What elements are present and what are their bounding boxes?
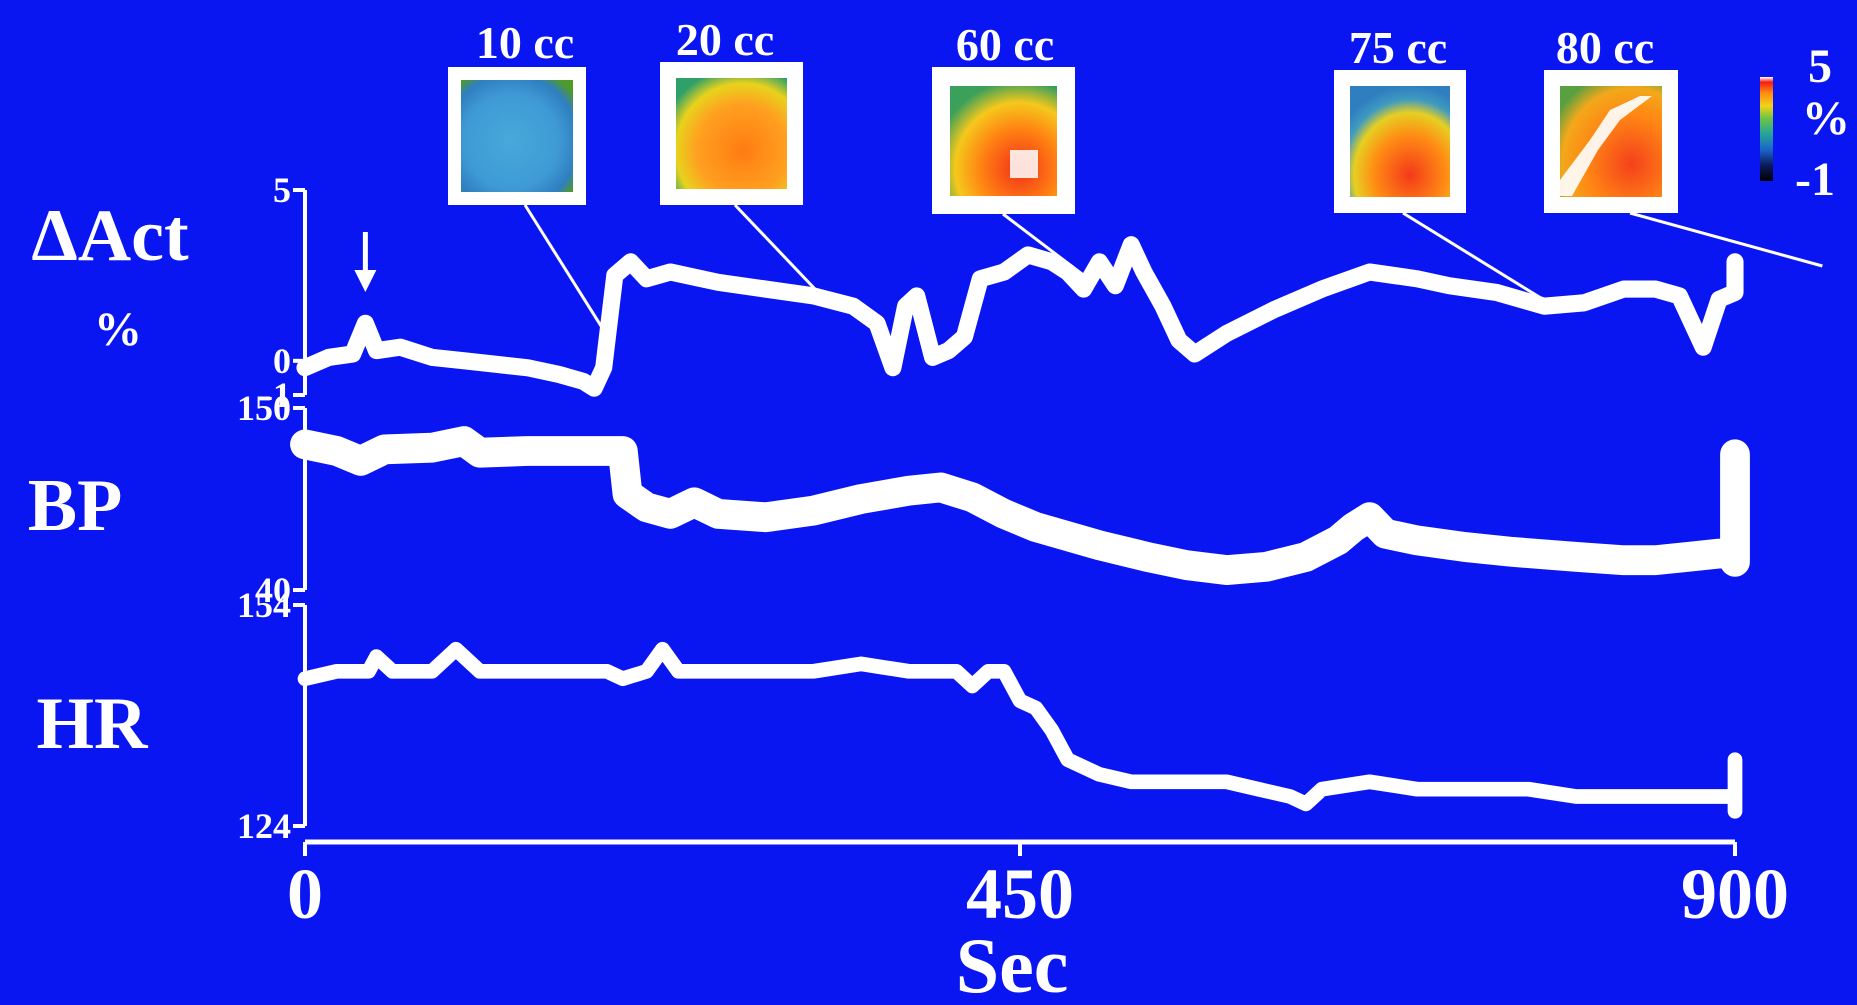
inset-label-60cc: 60 cc xyxy=(956,19,1054,70)
hr-y-tick-label: 124 xyxy=(237,806,291,846)
heatmap-75cc-image xyxy=(1350,86,1450,197)
inset-20cc: 20 cc xyxy=(660,14,803,205)
dact-ylabel: ΔAct xyxy=(31,195,189,277)
heatmap-60cc-image xyxy=(950,86,1057,196)
inset-label-75cc: 75 cc xyxy=(1349,22,1447,73)
hr-y-tick-label: 154 xyxy=(237,585,291,625)
inset-label-20cc: 20 cc xyxy=(676,14,774,65)
dact-y-tick-label: -1 xyxy=(261,375,291,415)
dact-yunit: % xyxy=(94,303,142,356)
dact-y-tick-label: 0 xyxy=(273,341,291,381)
bp-y-tick-label: 40 xyxy=(255,570,291,610)
heatmap-10cc-image xyxy=(461,80,573,192)
bp-trace xyxy=(290,426,1750,585)
colorbar-bottom-label: -1 xyxy=(1795,153,1835,206)
inset-10cc: 10 cc xyxy=(448,17,586,205)
inset-80cc: 80 cc xyxy=(1544,22,1678,213)
colorbar-top-label: 5 xyxy=(1808,40,1832,93)
inset-label-10cc: 10 cc xyxy=(476,17,574,68)
x-tick-label: 450 xyxy=(966,854,1074,934)
dact-y-tick-label: 5 xyxy=(273,170,291,210)
marker-arrow-head xyxy=(354,270,377,292)
inset-label-80cc: 80 cc xyxy=(1556,22,1654,73)
hr-trace xyxy=(297,641,1743,819)
x-tick-label: 900 xyxy=(1681,854,1789,934)
bp-y-tick-label: 150 xyxy=(237,388,291,428)
bp-trace-core xyxy=(304,439,1737,572)
inset-connector xyxy=(1402,211,1546,302)
inset-75cc: 75 cc xyxy=(1334,22,1466,213)
x-tick-label: 0 xyxy=(287,854,323,934)
inset-60cc: 60 cc xyxy=(932,19,1075,214)
x-axis-label: Sec xyxy=(956,922,1069,1005)
colorbar-unit: % xyxy=(1802,92,1850,145)
heatmap-20cc-image xyxy=(676,78,787,189)
bp-ylabel: BP xyxy=(28,465,123,547)
inset-connector xyxy=(733,203,818,292)
inset-connector xyxy=(1629,211,1823,268)
colorbar xyxy=(1760,77,1773,181)
inset-connector xyxy=(1002,212,1088,279)
inset-connector xyxy=(523,204,609,337)
hr-ylabel: HR xyxy=(37,683,150,765)
hr-trace-core xyxy=(304,646,1737,812)
dact-trace-core xyxy=(304,240,1737,391)
